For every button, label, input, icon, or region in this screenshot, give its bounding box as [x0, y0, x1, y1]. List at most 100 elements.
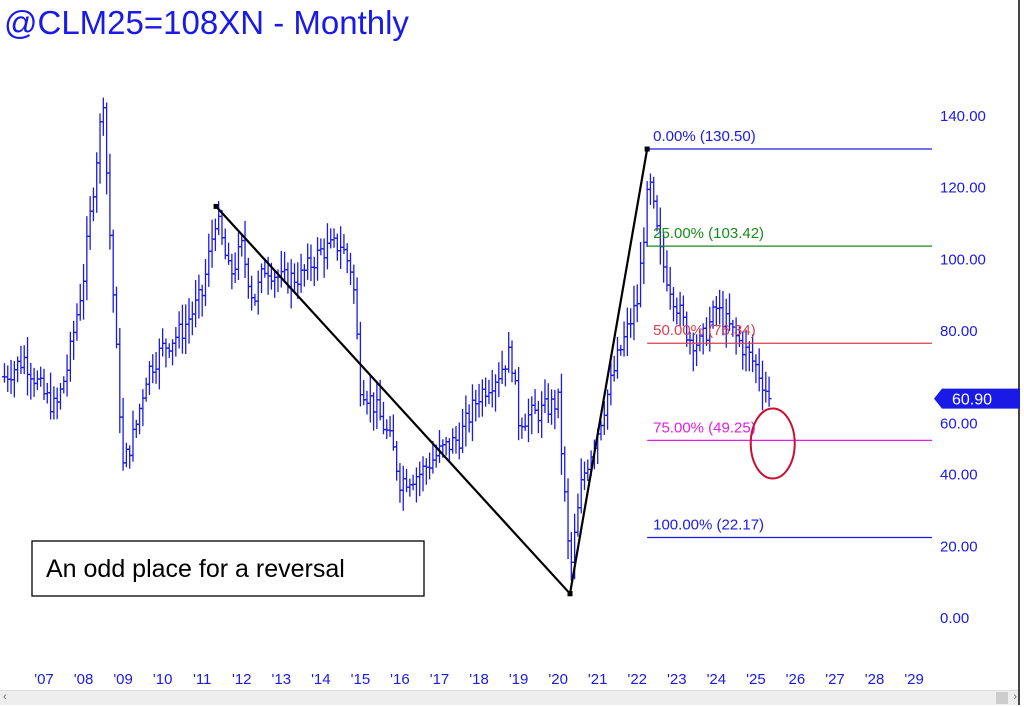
y-tick-label: 20.00: [940, 538, 978, 555]
ohlc-bar: [400, 465, 406, 511]
ohlc-bar: [71, 320, 77, 360]
ohlc-bar: [641, 227, 647, 285]
ohlc-bar: [51, 386, 57, 420]
ohlc-bar: [384, 419, 390, 440]
ohlc-bar: [288, 259, 294, 309]
ohlc-bar: [11, 361, 17, 398]
y-tick-label: 100.00: [940, 251, 986, 268]
ohlc-bar: [651, 176, 657, 209]
last-price-tag: [934, 388, 1020, 409]
annotation-box: [31, 540, 425, 597]
ohlc-bar: [506, 331, 512, 373]
ohlc-bar: [759, 360, 765, 411]
ohlc-bar: [183, 304, 189, 355]
ohlc-bar: [252, 293, 258, 306]
ohlc-bar: [469, 384, 475, 442]
ohlc-bar: [318, 238, 324, 256]
scroll-right-icon[interactable]: ›: [1013, 691, 1017, 703]
scroll-left-icon[interactable]: ‹: [3, 691, 7, 703]
ohlc-bar: [160, 328, 166, 357]
ohlc-bar: [34, 370, 40, 391]
ohlc-bar: [226, 242, 232, 265]
ohlc-bar: [631, 285, 637, 341]
x-tick-label: '07: [34, 671, 54, 688]
y-tick-label: 40.00: [940, 467, 978, 484]
annotation-text: An odd place for a reversal: [46, 555, 345, 583]
fib-label: 75.00% (49.25): [653, 419, 756, 436]
ohlc-bar: [209, 219, 215, 268]
scroll-thumb[interactable]: [996, 692, 1008, 704]
ohlc-bar: [466, 404, 472, 433]
ohlc-bar: [545, 383, 551, 424]
ohlc-bar: [512, 369, 518, 385]
ohlc-bar: [621, 321, 627, 357]
ohlc-bar: [671, 286, 677, 322]
ohlc-bar: [404, 468, 410, 493]
ohlc-bar: [542, 379, 548, 413]
ohlc-bar: [750, 334, 756, 373]
x-tick-label: '16: [390, 671, 410, 688]
x-tick-label: '14: [311, 671, 331, 688]
ohlc-bar: [562, 446, 568, 502]
ohlc-bar: [394, 441, 400, 481]
ohlc-bar: [57, 382, 63, 410]
ohlc-bar: [558, 373, 564, 475]
y-tick-label: 0.00: [940, 610, 969, 627]
x-tick-label: '21: [588, 671, 608, 688]
ohlc-bar: [120, 397, 126, 471]
ohlc-bar: [423, 458, 429, 485]
ohlc-bar: [179, 304, 185, 354]
ohlc-bar: [638, 241, 644, 308]
ohlc-bar: [549, 389, 555, 425]
ohlc-bar: [348, 252, 354, 286]
ohlc-bar: [479, 379, 485, 417]
y-tick-label: 80.00: [940, 323, 978, 340]
ohlc-bar: [199, 284, 205, 317]
ohlc-bar: [496, 362, 502, 398]
ohlc-bar: [173, 327, 179, 357]
ohlc-bar: [746, 341, 752, 372]
ohlc-bar: [291, 263, 297, 292]
ohlc-bar: [374, 381, 380, 430]
ohlc-bar: [242, 220, 248, 279]
trendline: [568, 148, 649, 594]
ohlc-bar: [21, 345, 27, 375]
ohlc-bar: [522, 413, 528, 431]
trendline: [215, 205, 571, 595]
ohlc-bar: [519, 417, 525, 439]
ohlc-bar: [25, 337, 31, 396]
ohlc-bar: [456, 422, 462, 460]
highlight-circle: [749, 407, 796, 480]
ohlc-bar: [153, 351, 159, 384]
x-tick-label: '17: [430, 671, 450, 688]
ohlc-bar: [87, 196, 93, 250]
y-tick-label: 120.00: [940, 180, 986, 197]
ohlc-bar: [565, 478, 571, 560]
ohlc-bar: [140, 389, 146, 427]
fib-label: 100.00% (22.17): [653, 516, 764, 533]
ohlc-bar: [493, 374, 499, 412]
ohlc-bar: [212, 218, 218, 252]
ohlc-bar: [427, 452, 433, 480]
ohlc-bar: [582, 461, 588, 491]
ohlc-bar: [110, 229, 116, 313]
ohlc-bar: [97, 113, 103, 184]
x-tick-label: '22: [627, 671, 647, 688]
fib-label: 25.00% (103.42): [653, 225, 764, 242]
horizontal-scrollbar[interactable]: ‹ ›: [0, 690, 1018, 705]
ohlc-bar: [753, 354, 759, 384]
ohlc-bar: [90, 187, 96, 222]
ohlc-bar: [259, 263, 265, 294]
ohlc-bar: [67, 331, 73, 382]
ohlc-bar: [38, 366, 44, 387]
ohlc-bar: [486, 379, 492, 405]
ohlc-bar: [255, 270, 261, 315]
ohlc-bar: [156, 338, 162, 390]
ohlc-bar: [367, 375, 373, 423]
ohlc-bar: [74, 303, 80, 341]
ohlc-bar: [387, 415, 393, 437]
ohlc-bar: [483, 377, 489, 407]
x-tick-label: '12: [232, 671, 252, 688]
x-tick-label: '23: [667, 671, 687, 688]
